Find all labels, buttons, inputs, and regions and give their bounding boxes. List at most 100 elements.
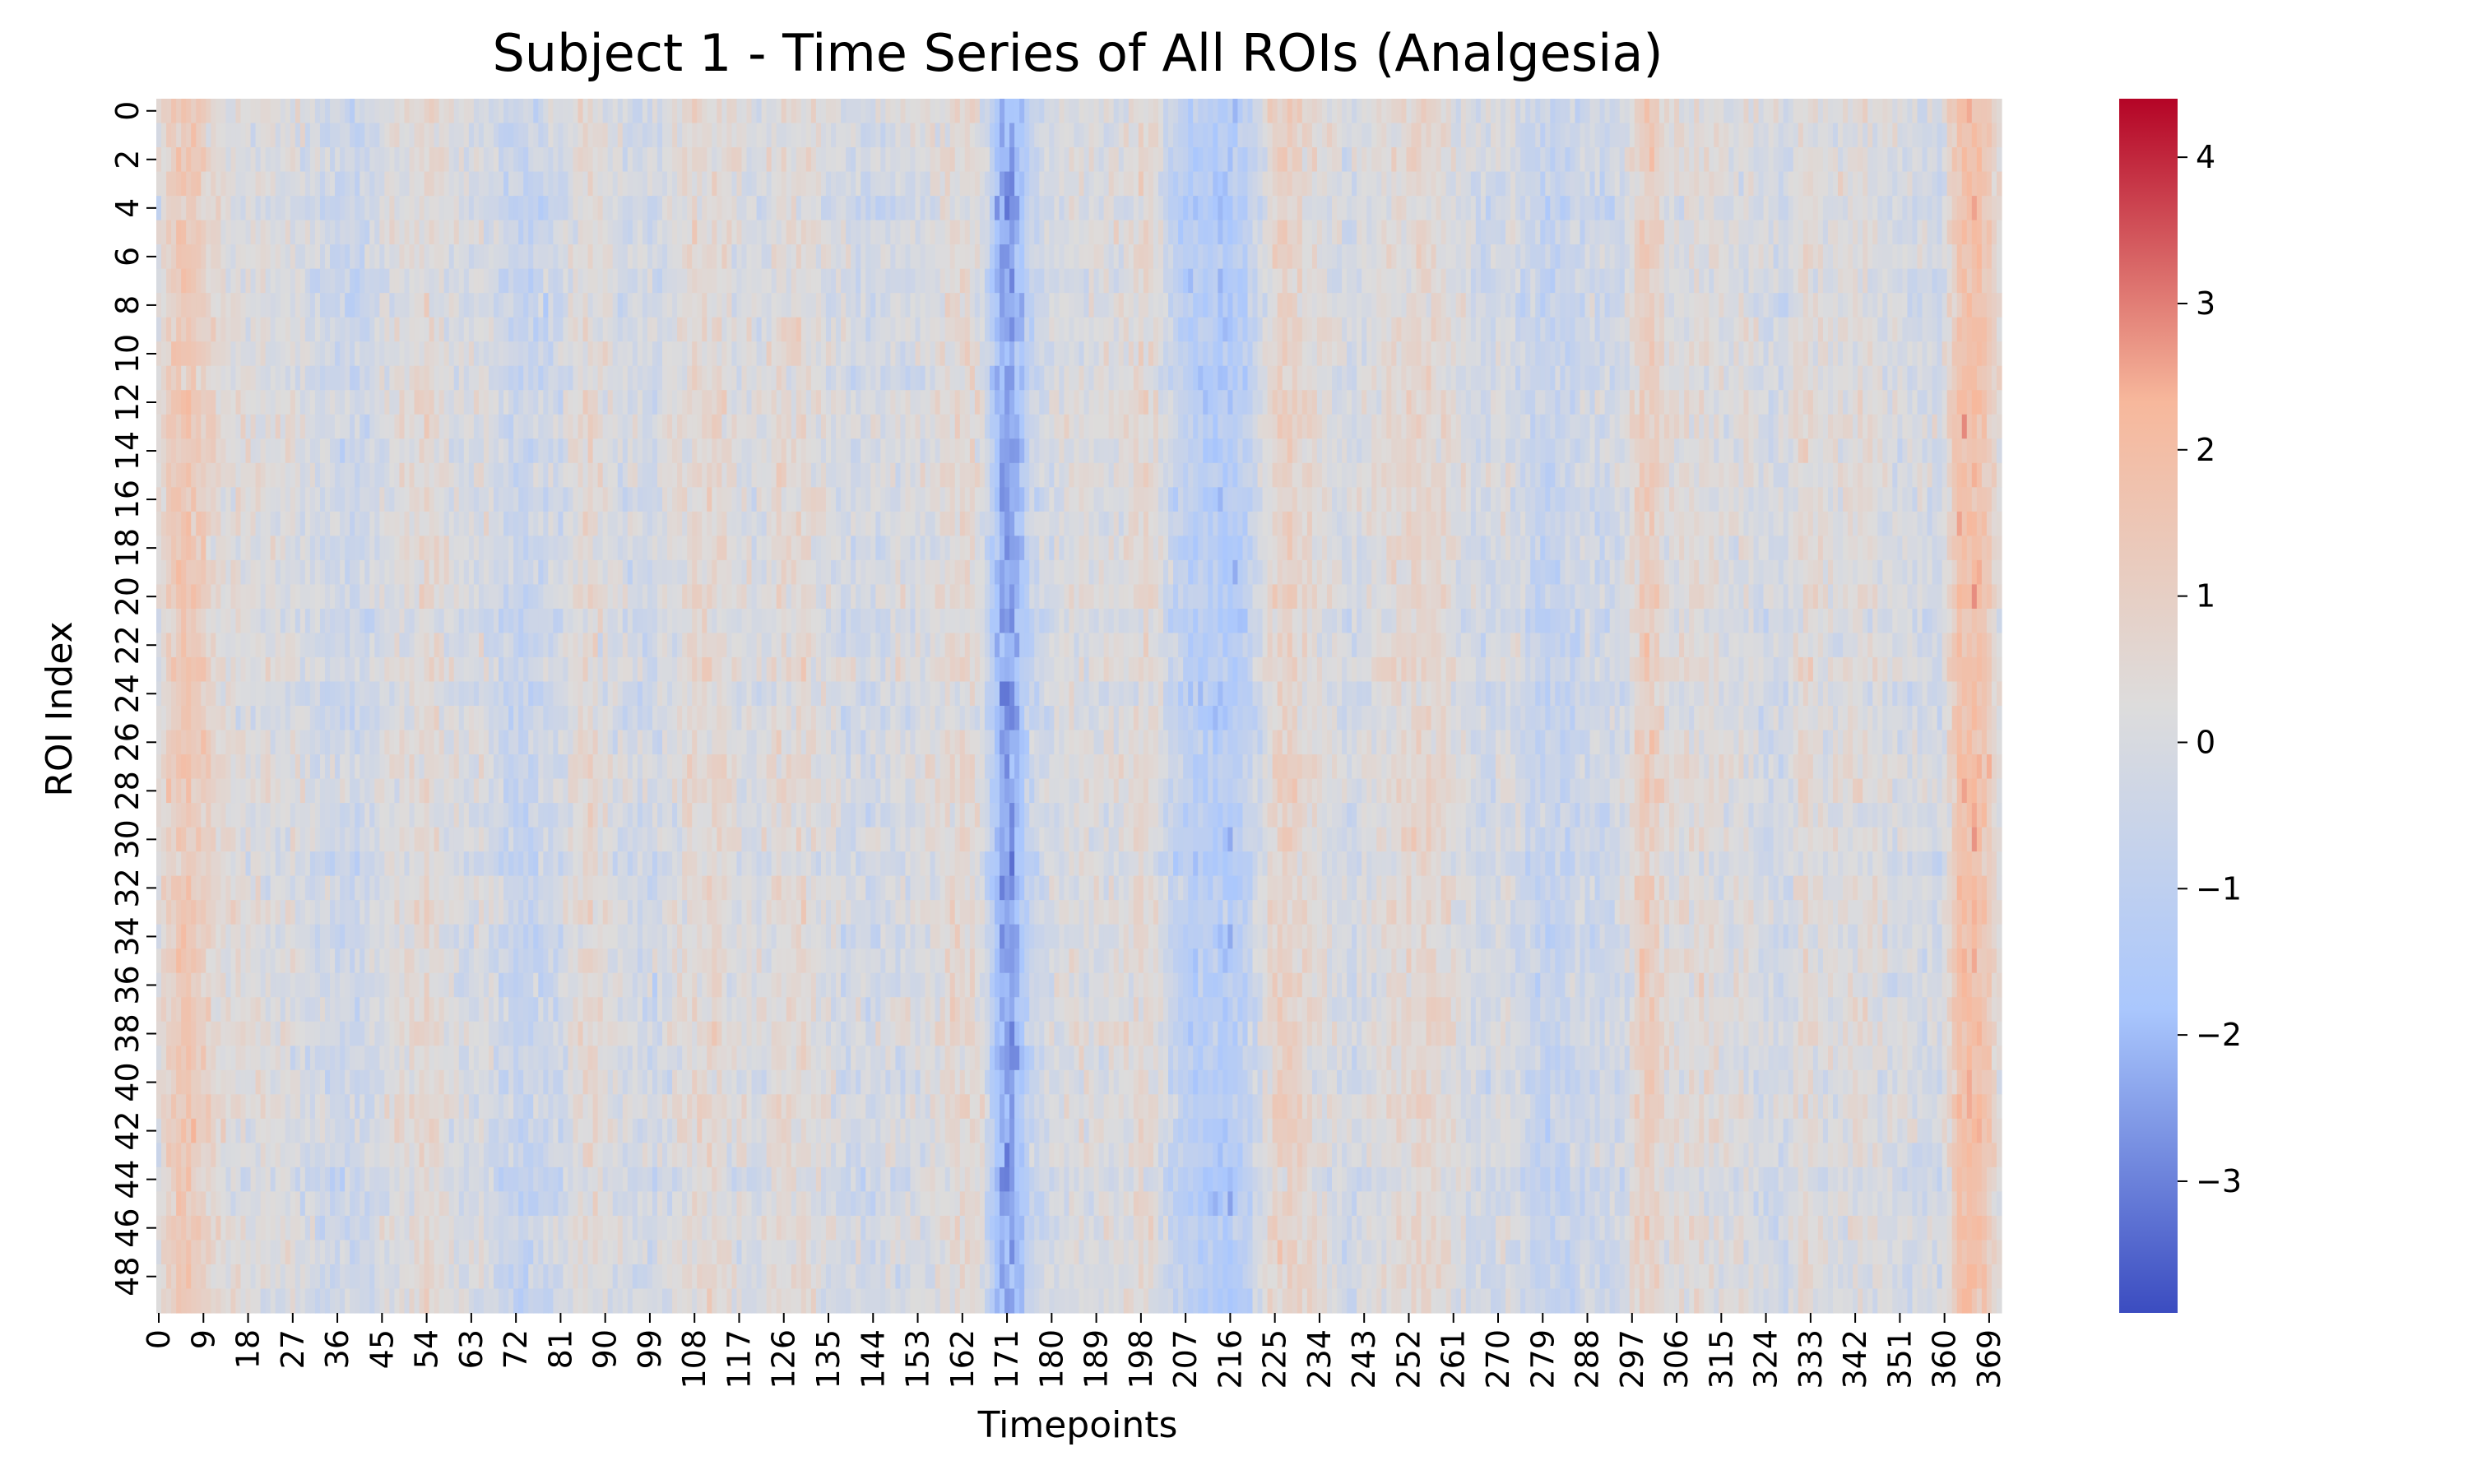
heatmap-cell: [1798, 244, 1804, 270]
heatmap-cell: [285, 99, 291, 124]
heatmap-cell: [1143, 365, 1149, 391]
heatmap-cell: [1827, 220, 1834, 245]
heatmap-cell: [1450, 390, 1457, 415]
heatmap-cell: [1853, 220, 1858, 245]
heatmap-cell: [508, 123, 514, 148]
heatmap-cell: [1853, 341, 1858, 367]
heatmap-cell: [1465, 171, 1472, 197]
heatmap-cell: [325, 244, 331, 270]
heatmap-cell: [414, 268, 420, 294]
heatmap-cell: [230, 220, 237, 245]
heatmap-cell: [597, 196, 604, 221]
heatmap-cell: [1674, 390, 1680, 415]
heatmap-cell: [741, 196, 748, 221]
heatmap-cell: [1584, 220, 1591, 245]
heatmap-cell: [726, 390, 733, 415]
heatmap-cell: [280, 293, 286, 318]
heatmap-cell: [419, 196, 425, 221]
heatmap-cell: [1991, 123, 1997, 148]
heatmap-cell: [1937, 365, 1943, 391]
heatmap-cell: [1946, 317, 1953, 342]
heatmap-cell: [1079, 268, 1085, 294]
heatmap-cell: [424, 390, 430, 415]
heatmap-cell: [1460, 147, 1467, 173]
heatmap-cell: [1490, 390, 1496, 415]
heatmap-cell: [964, 147, 971, 173]
heatmap-cell: [1853, 317, 1858, 342]
heatmap-cell: [379, 390, 385, 415]
heatmap-cell: [1252, 99, 1259, 124]
heatmap-cell: [1416, 268, 1422, 294]
heatmap-cell: [270, 244, 276, 270]
heatmap-cell: [360, 244, 365, 270]
heatmap-cell: [1694, 99, 1700, 124]
heatmap-cell: [1510, 171, 1516, 197]
heatmap-cell: [468, 171, 475, 197]
heatmap-cell: [1550, 196, 1556, 221]
heatmap-cell: [404, 341, 411, 367]
heatmap-cell: [1401, 196, 1408, 221]
heatmap-cell: [1922, 268, 1928, 294]
heatmap-cell: [687, 341, 693, 367]
heatmap-cell: [240, 390, 247, 415]
heatmap-cell: [1649, 99, 1655, 124]
heatmap-cell: [1674, 196, 1680, 221]
heatmap-cell: [1684, 293, 1690, 318]
heatmap-cell: [389, 244, 396, 270]
heatmap-cell: [1802, 293, 1809, 318]
heatmap-cell: [1858, 293, 1863, 318]
heatmap-cell: [959, 390, 966, 415]
heatmap-cell: [473, 220, 480, 245]
heatmap-cell: [687, 390, 693, 415]
heatmap-cell: [880, 123, 886, 148]
heatmap-cell: [890, 123, 897, 148]
heatmap-cell: [1123, 99, 1130, 124]
heatmap-cell: [265, 244, 271, 270]
heatmap-cell: [240, 341, 247, 367]
heatmap-cell: [1535, 365, 1541, 391]
heatmap-cell: [1277, 244, 1283, 270]
heatmap-cell: [1863, 293, 1868, 318]
heatmap-cell: [915, 341, 921, 367]
heatmap-cell: [1024, 293, 1030, 318]
heatmap-cell: [374, 365, 380, 391]
heatmap-cell: [414, 147, 420, 173]
heatmap-cell: [1748, 99, 1755, 124]
heatmap-cell: [995, 196, 1000, 221]
heatmap-cell: [617, 220, 624, 245]
heatmap-cell: [1663, 268, 1670, 294]
heatmap-cell: [434, 196, 440, 221]
heatmap-cell: [656, 123, 663, 148]
heatmap-cell: [1530, 196, 1536, 221]
heatmap-cell: [1658, 365, 1665, 391]
heatmap-cell: [1501, 341, 1506, 367]
heatmap-cell: [458, 147, 465, 173]
heatmap-cell: [384, 293, 390, 318]
heatmap-cell: [687, 268, 693, 294]
heatmap-cell: [1426, 365, 1432, 391]
heatmap-cell: [1168, 390, 1174, 415]
heatmap-cell: [1545, 196, 1551, 221]
heatmap-cell: [1580, 365, 1586, 391]
heatmap-cell: [270, 293, 276, 318]
heatmap-cell: [255, 268, 262, 294]
heatmap-cell: [265, 414, 271, 439]
heatmap-cell: [582, 196, 589, 221]
heatmap-cell: [369, 341, 375, 367]
heatmap-cell: [1193, 99, 1199, 124]
heatmap-cell: [1218, 196, 1223, 221]
heatmap-cell: [1832, 196, 1839, 221]
heatmap-cell: [1699, 196, 1705, 221]
heatmap-cell: [1103, 341, 1110, 367]
heatmap-cell: [627, 365, 633, 391]
heatmap-cell: [1024, 244, 1030, 270]
heatmap-cell: [220, 293, 227, 318]
heatmap-cell: [1783, 147, 1789, 173]
heatmap-cell: [712, 390, 717, 415]
heatmap-cell: [1565, 244, 1571, 270]
heatmap-cell: [1376, 365, 1382, 391]
heatmap-cell: [404, 414, 411, 439]
heatmap-cell: [1530, 99, 1536, 124]
heatmap-cell: [345, 268, 350, 294]
heatmap-cell: [438, 220, 445, 245]
